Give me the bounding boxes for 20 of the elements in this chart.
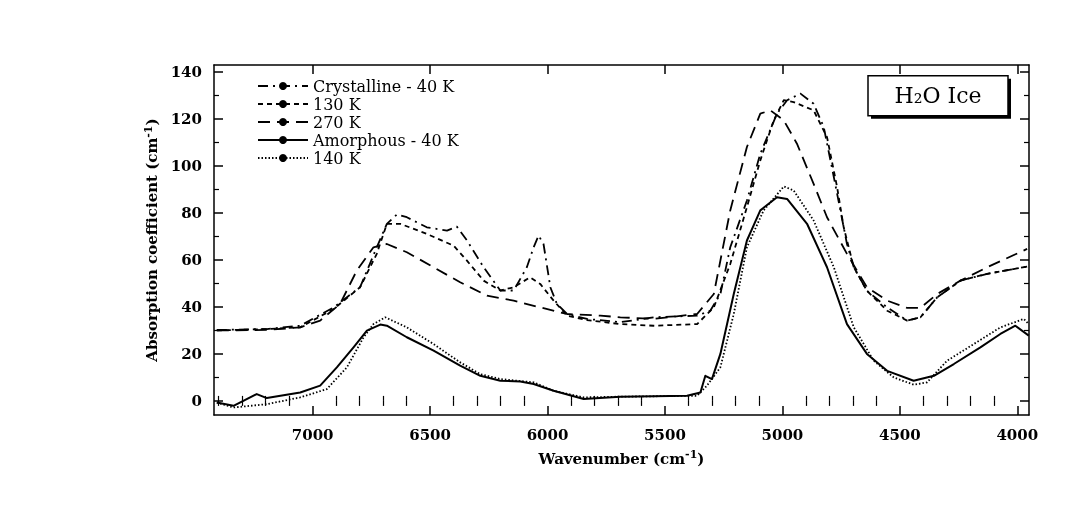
legend-label: Crystalline - 40 K: [313, 76, 456, 96]
x-tick-label: 5000: [761, 425, 804, 444]
x-tick-label: 5500: [644, 425, 686, 444]
y-tick-label: 0: [191, 391, 202, 410]
y-tick-label: 80: [181, 203, 202, 222]
y-tick-label: 20: [181, 344, 202, 363]
y-tick-label: 40: [181, 297, 202, 316]
x-tick-label: 7000: [291, 425, 334, 444]
y-tick-label: 60: [181, 250, 202, 269]
annotation: H₂O Ice: [894, 83, 982, 109]
y-tick-label: 120: [170, 110, 202, 129]
y-tick-label: 140: [170, 63, 202, 82]
y-axis-title: Absorption coefficient (cm-1): [141, 118, 162, 363]
x-tick-label: 4500: [878, 425, 921, 444]
x-tick-label: 4000: [996, 425, 1039, 444]
legend-label: 270 K: [313, 112, 362, 132]
y-tick-label: 100: [170, 157, 202, 176]
x-tick-label: 6000: [526, 425, 569, 444]
x-tick-label: 6500: [409, 425, 451, 444]
legend-label: Amorphous - 40 K: [312, 130, 460, 150]
